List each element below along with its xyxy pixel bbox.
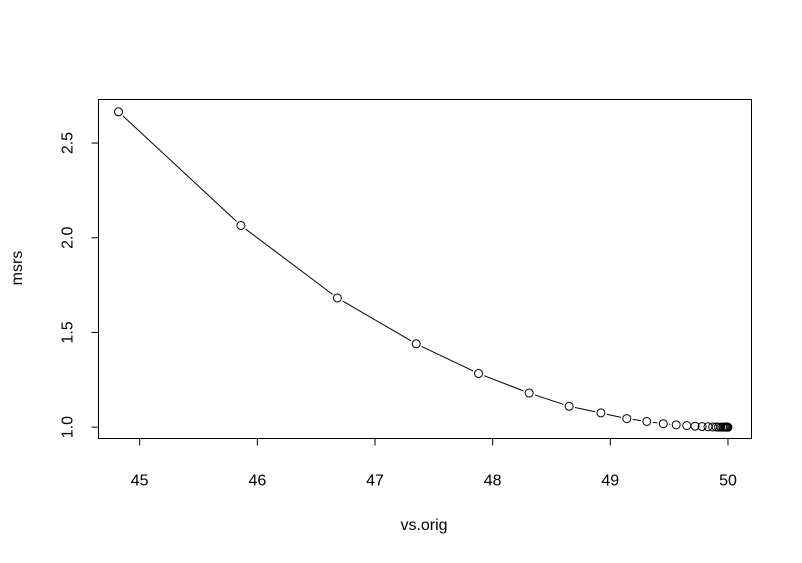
data-point — [690, 421, 700, 431]
data-point — [682, 421, 692, 431]
data-point — [474, 369, 484, 379]
data-point — [622, 414, 632, 424]
data-point — [564, 401, 574, 411]
x-tick-label: 47 — [366, 473, 384, 490]
x-tick-label: 46 — [248, 473, 266, 490]
data-point — [236, 220, 246, 230]
data-point — [658, 419, 668, 429]
y-tick-label: 2.5 — [60, 132, 77, 154]
series-line-segment — [606, 413, 622, 418]
series-line-segment — [652, 421, 658, 424]
y-tick-label: 1.5 — [60, 321, 77, 343]
x-axis: 45 46 47 48 49 50 — [131, 438, 737, 490]
series-line-segment — [421, 345, 474, 372]
series-line-segment — [245, 228, 333, 295]
x-tick-label: 48 — [484, 473, 502, 490]
series-line-segment — [534, 394, 564, 405]
series-line — [122, 115, 671, 425]
data-point — [642, 416, 652, 426]
data-points — [114, 107, 733, 432]
y-axis-title: msrs — [9, 251, 26, 286]
series-line-segment — [483, 375, 524, 392]
y-tick-label: 1.0 — [60, 416, 77, 438]
x-tick-label: 50 — [719, 473, 737, 490]
plot-frame — [98, 99, 752, 439]
series-line-segment — [574, 407, 596, 413]
series-line-segment — [122, 115, 237, 222]
data-point — [596, 408, 606, 418]
data-point — [332, 293, 342, 303]
x-axis-title: vs.orig — [400, 517, 447, 534]
data-point — [114, 107, 124, 117]
series-line-segment — [342, 300, 412, 342]
data-point — [723, 422, 733, 432]
y-axis: 1.0 1.5 2.0 2.5 — [60, 132, 99, 438]
y-tick-label: 2.0 — [60, 227, 77, 249]
data-point — [524, 388, 534, 398]
x-tick-label: 49 — [601, 473, 619, 490]
x-tick-label: 45 — [131, 473, 149, 490]
series-line-segment — [632, 418, 641, 422]
data-point — [671, 420, 681, 430]
data-point — [411, 339, 421, 349]
data-point — [697, 422, 707, 432]
